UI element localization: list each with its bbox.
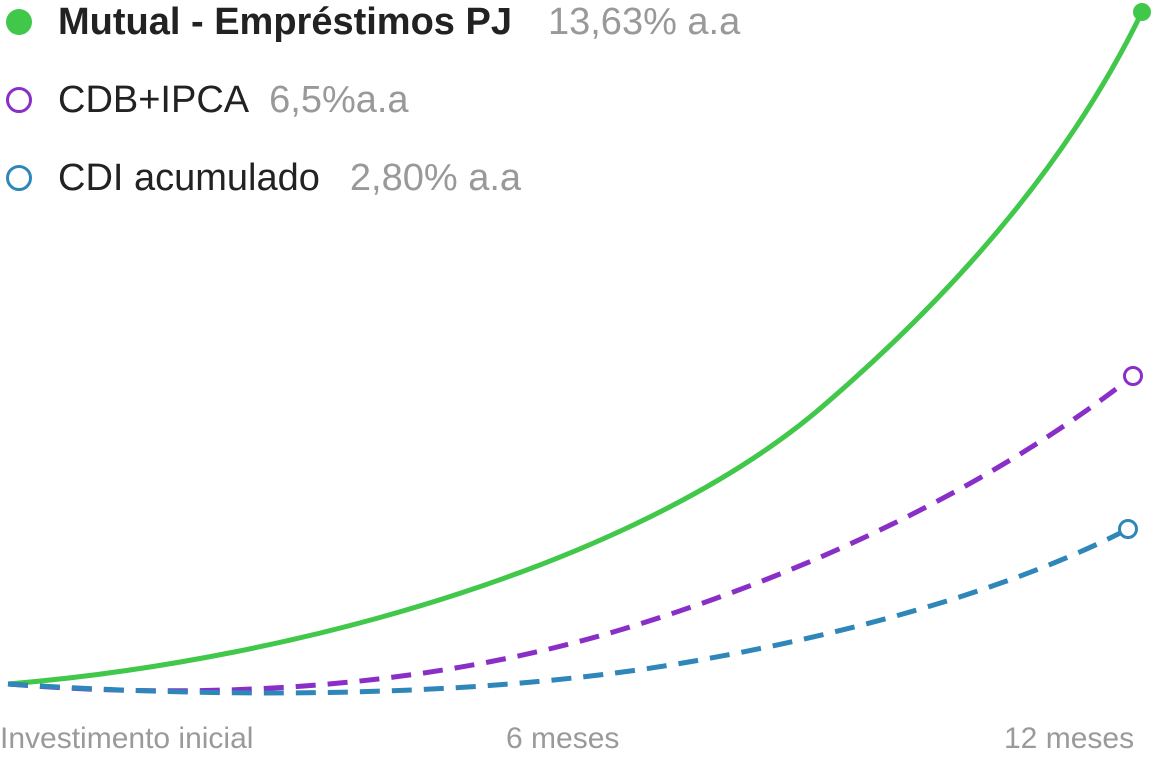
- legend-series-name: CDB+IPCA: [58, 78, 250, 121]
- filled-circle-marker-icon: [6, 9, 32, 35]
- series-line: [7, 374, 1135, 694]
- legend-item-cdb-ipca: CDB+IPCA 6,5%a.a: [0, 78, 409, 122]
- legend-item-cdi: CDI acumulado 2,80% a.a: [0, 156, 521, 200]
- legend-series-rate: 2,80% a.a: [349, 156, 522, 199]
- x-tick-label: 12 meses: [1004, 722, 1135, 755]
- chart-legend: Mutual - Empréstimos PJ 13,63% a.a CDB+I…: [0, 0, 900, 210]
- series-line: [7, 10, 1145, 687]
- legend-series-rate: 13,63% a.a: [547, 0, 741, 43]
- legend-series-name: Mutual - Empréstimos PJ: [58, 0, 512, 43]
- series-line: [7, 526, 1130, 696]
- legend-series-name: CDI acumulado: [58, 156, 320, 199]
- series-end-point: [1133, 3, 1151, 21]
- legend-series-rate: 6,5%a.a: [269, 78, 409, 121]
- series-end-point: [1123, 366, 1143, 386]
- legend-item-mutual: Mutual - Empréstimos PJ 13,63% a.a: [0, 0, 740, 44]
- hollow-circle-marker-icon: [6, 87, 32, 113]
- series-end-point: [1118, 519, 1138, 539]
- hollow-circle-marker-icon: [6, 165, 32, 191]
- x-tick-label: 6 meses: [506, 722, 620, 755]
- x-tick-label: Investimento inicial: [0, 722, 254, 755]
